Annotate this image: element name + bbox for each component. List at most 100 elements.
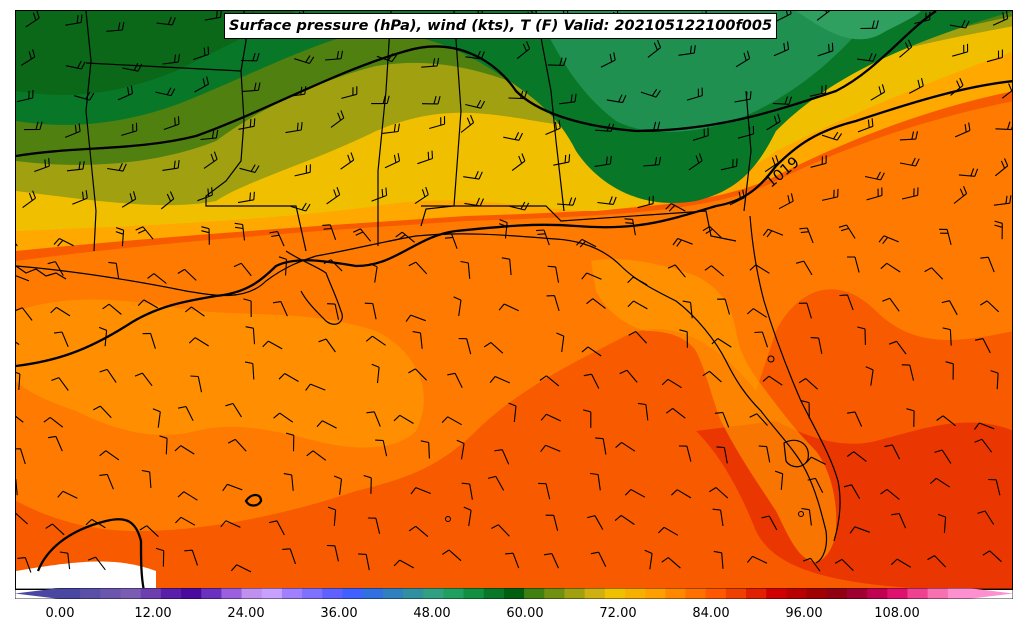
wind-barb	[798, 302, 812, 319]
wind-barb	[420, 440, 430, 459]
wind-barb	[74, 91, 95, 101]
wind-barb	[540, 413, 562, 422]
wind-barb	[458, 338, 472, 355]
wind-barb	[929, 477, 951, 488]
border-arkansas-louisiana	[85, 62, 307, 252]
wind-barb	[117, 85, 134, 101]
wind-barb	[890, 558, 912, 568]
colorbar-tick-label: 12.00	[134, 606, 172, 621]
wind-barb	[371, 95, 390, 105]
wind-barb	[899, 131, 919, 141]
wind-barb	[809, 84, 827, 97]
wind-barb	[583, 373, 600, 389]
wind-barb	[866, 187, 883, 201]
wind-barb	[713, 550, 724, 569]
wind-barb	[367, 517, 381, 534]
wind-barb	[627, 300, 648, 310]
wind-barb	[175, 516, 196, 526]
map-panel[interactable]: 1019	[15, 10, 1013, 590]
colorbar-cell	[867, 588, 888, 599]
wind-barb	[384, 153, 401, 169]
wind-barb	[801, 400, 810, 419]
wind-barb	[327, 303, 340, 320]
wind-barb	[364, 302, 377, 320]
wind-barb	[17, 89, 34, 103]
wind-barb	[45, 523, 65, 536]
wind-barb	[162, 54, 181, 65]
wind-barb	[333, 475, 343, 495]
wind-barb	[539, 375, 560, 387]
wind-barb	[994, 158, 1009, 177]
wind-barb	[980, 256, 995, 273]
wind-barb	[375, 439, 388, 457]
wind-barb	[870, 84, 886, 101]
wind-barb	[163, 116, 180, 131]
colorbar-cell	[281, 588, 303, 599]
wind-barb	[643, 156, 662, 167]
wind-barb	[460, 114, 475, 133]
wind-barb	[702, 226, 722, 238]
wind-barb	[99, 473, 114, 490]
wind-barb	[714, 411, 730, 428]
wind-barb	[749, 413, 768, 426]
colorbar-cell	[483, 588, 505, 599]
wind-barb	[799, 227, 814, 244]
wind-barb	[447, 372, 463, 388]
colorbar-tick-label: 108.00	[874, 606, 920, 621]
colorbar-cell	[806, 588, 828, 599]
wind-barb	[924, 267, 944, 280]
wind-barb	[262, 340, 283, 350]
wind-barb	[627, 276, 648, 286]
wind-barb	[498, 303, 519, 312]
wind-barb	[141, 469, 152, 488]
wind-barb	[974, 338, 991, 354]
wind-barb	[443, 233, 458, 249]
wind-barb	[899, 39, 913, 58]
wind-barb	[995, 121, 1012, 131]
wind-barb	[323, 259, 343, 272]
wind-barb	[463, 506, 472, 527]
wind-barb	[865, 366, 874, 386]
wind-barb	[16, 479, 18, 496]
wind-barb	[268, 520, 285, 536]
wind-barb	[692, 127, 709, 141]
wind-barb	[47, 435, 63, 452]
border-georgia	[535, 11, 565, 212]
colorbar-cell	[100, 588, 122, 599]
wind-barb	[429, 116, 446, 130]
wind-barb	[766, 113, 781, 131]
wind-barb	[177, 405, 194, 422]
colorbar-cell	[624, 588, 646, 599]
wind-barb	[483, 342, 504, 354]
wind-barb	[686, 87, 703, 101]
colorbar-cell	[564, 588, 586, 599]
wind-barb	[501, 257, 512, 276]
wind-barb	[795, 260, 813, 276]
wind-barb	[949, 19, 970, 29]
wind-barb	[227, 438, 247, 452]
wind-barb	[590, 472, 601, 491]
isobar-southwest	[36, 518, 145, 589]
wind-barb	[817, 42, 834, 57]
wind-barb	[641, 121, 661, 131]
wind-barb	[821, 131, 843, 141]
wind-barb	[290, 202, 311, 212]
wind-barb	[184, 306, 205, 317]
wind-barb	[16, 448, 26, 465]
wind-barb	[238, 118, 256, 130]
wind-barb	[230, 564, 252, 573]
wind-barb	[899, 157, 920, 167]
wind-barb	[489, 375, 511, 384]
wind-barb	[244, 361, 255, 380]
florida-east-coast	[749, 215, 841, 542]
wind-barb	[547, 265, 560, 283]
wind-barb	[993, 195, 1012, 206]
florida-land	[591, 259, 837, 562]
wind-barb	[54, 331, 69, 348]
wind-barb	[640, 88, 661, 98]
wind-barb	[184, 549, 199, 566]
wind-barb	[16, 512, 28, 525]
wind-barb	[704, 265, 725, 277]
wind-barb	[860, 20, 879, 30]
small-lake	[767, 355, 775, 363]
